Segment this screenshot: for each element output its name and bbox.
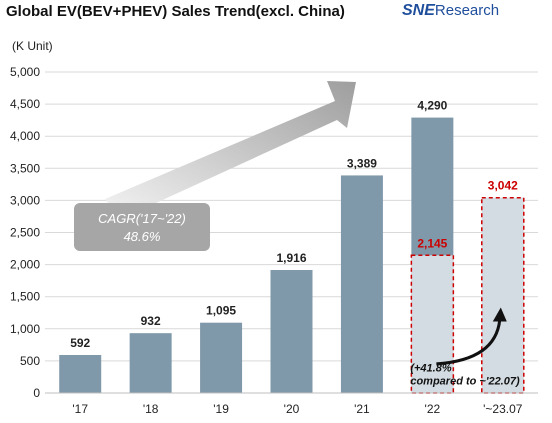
growth-curve-arrowhead (492, 307, 507, 322)
y-tick-label: 3,000 (10, 193, 40, 207)
bar-value-label: 3,389 (347, 156, 377, 170)
x-tick-label: '17 (72, 402, 88, 416)
growth-curve-arrow (436, 319, 502, 366)
y-tick-label: 0 (33, 386, 40, 400)
cagr-label: CAGR('17~'22) (98, 211, 186, 226)
sne-research-logo: SNEResearch (402, 2, 499, 20)
y-tick-label: 2,500 (10, 226, 40, 240)
bar-value-label: 1,916 (276, 251, 306, 265)
x-tick-label: '19 (213, 402, 229, 416)
bar-value-label: 592 (70, 336, 90, 350)
x-tick-label: '~23.07 (483, 402, 523, 416)
y-tick-label: 2,000 (10, 258, 40, 272)
bar-value-label: 4,290 (417, 99, 447, 113)
cagr-value: 48.6% (124, 229, 161, 244)
y-tick-label: 1,500 (10, 290, 40, 304)
cagr-box (74, 203, 210, 251)
logo-suffix: Research (434, 2, 500, 19)
y-tick-label: 4,500 (10, 97, 40, 111)
bar (200, 322, 243, 393)
bar-comparison-period (410, 254, 455, 394)
x-tick-label: '18 (143, 402, 159, 416)
bar-value-label: 1,095 (206, 304, 236, 318)
comparison-note-line2: compared to ~'22.07) (410, 375, 520, 387)
y-tick-label: 3,500 (10, 161, 40, 175)
chart-title: Global EV(BEV+PHEV) Sales Trend(excl. Ch… (6, 3, 345, 20)
y-axis-unit: (K Unit) (12, 39, 53, 53)
x-tick-label: '22 (425, 402, 441, 416)
x-tick-label: '20 (284, 402, 300, 416)
bar (340, 175, 383, 393)
bar-partial-year (481, 196, 525, 394)
bar-value-label: 3,042 (488, 179, 518, 193)
bar (270, 269, 313, 393)
logo-brand: SNE (402, 2, 435, 19)
y-tick-label: 4,000 (10, 129, 40, 143)
y-tick-label: 5,000 (10, 65, 40, 79)
y-tick-label: 500 (20, 354, 40, 368)
growth-arrow (105, 81, 356, 219)
x-tick-label: '21 (354, 402, 370, 416)
y-tick-label: 1,000 (10, 322, 40, 336)
bar (59, 354, 102, 393)
bar-value-label: 932 (141, 314, 161, 328)
comparison-value-label: 2,145 (417, 236, 447, 250)
bar (129, 333, 172, 393)
comparison-note-line1: (+41.8% (410, 362, 451, 374)
